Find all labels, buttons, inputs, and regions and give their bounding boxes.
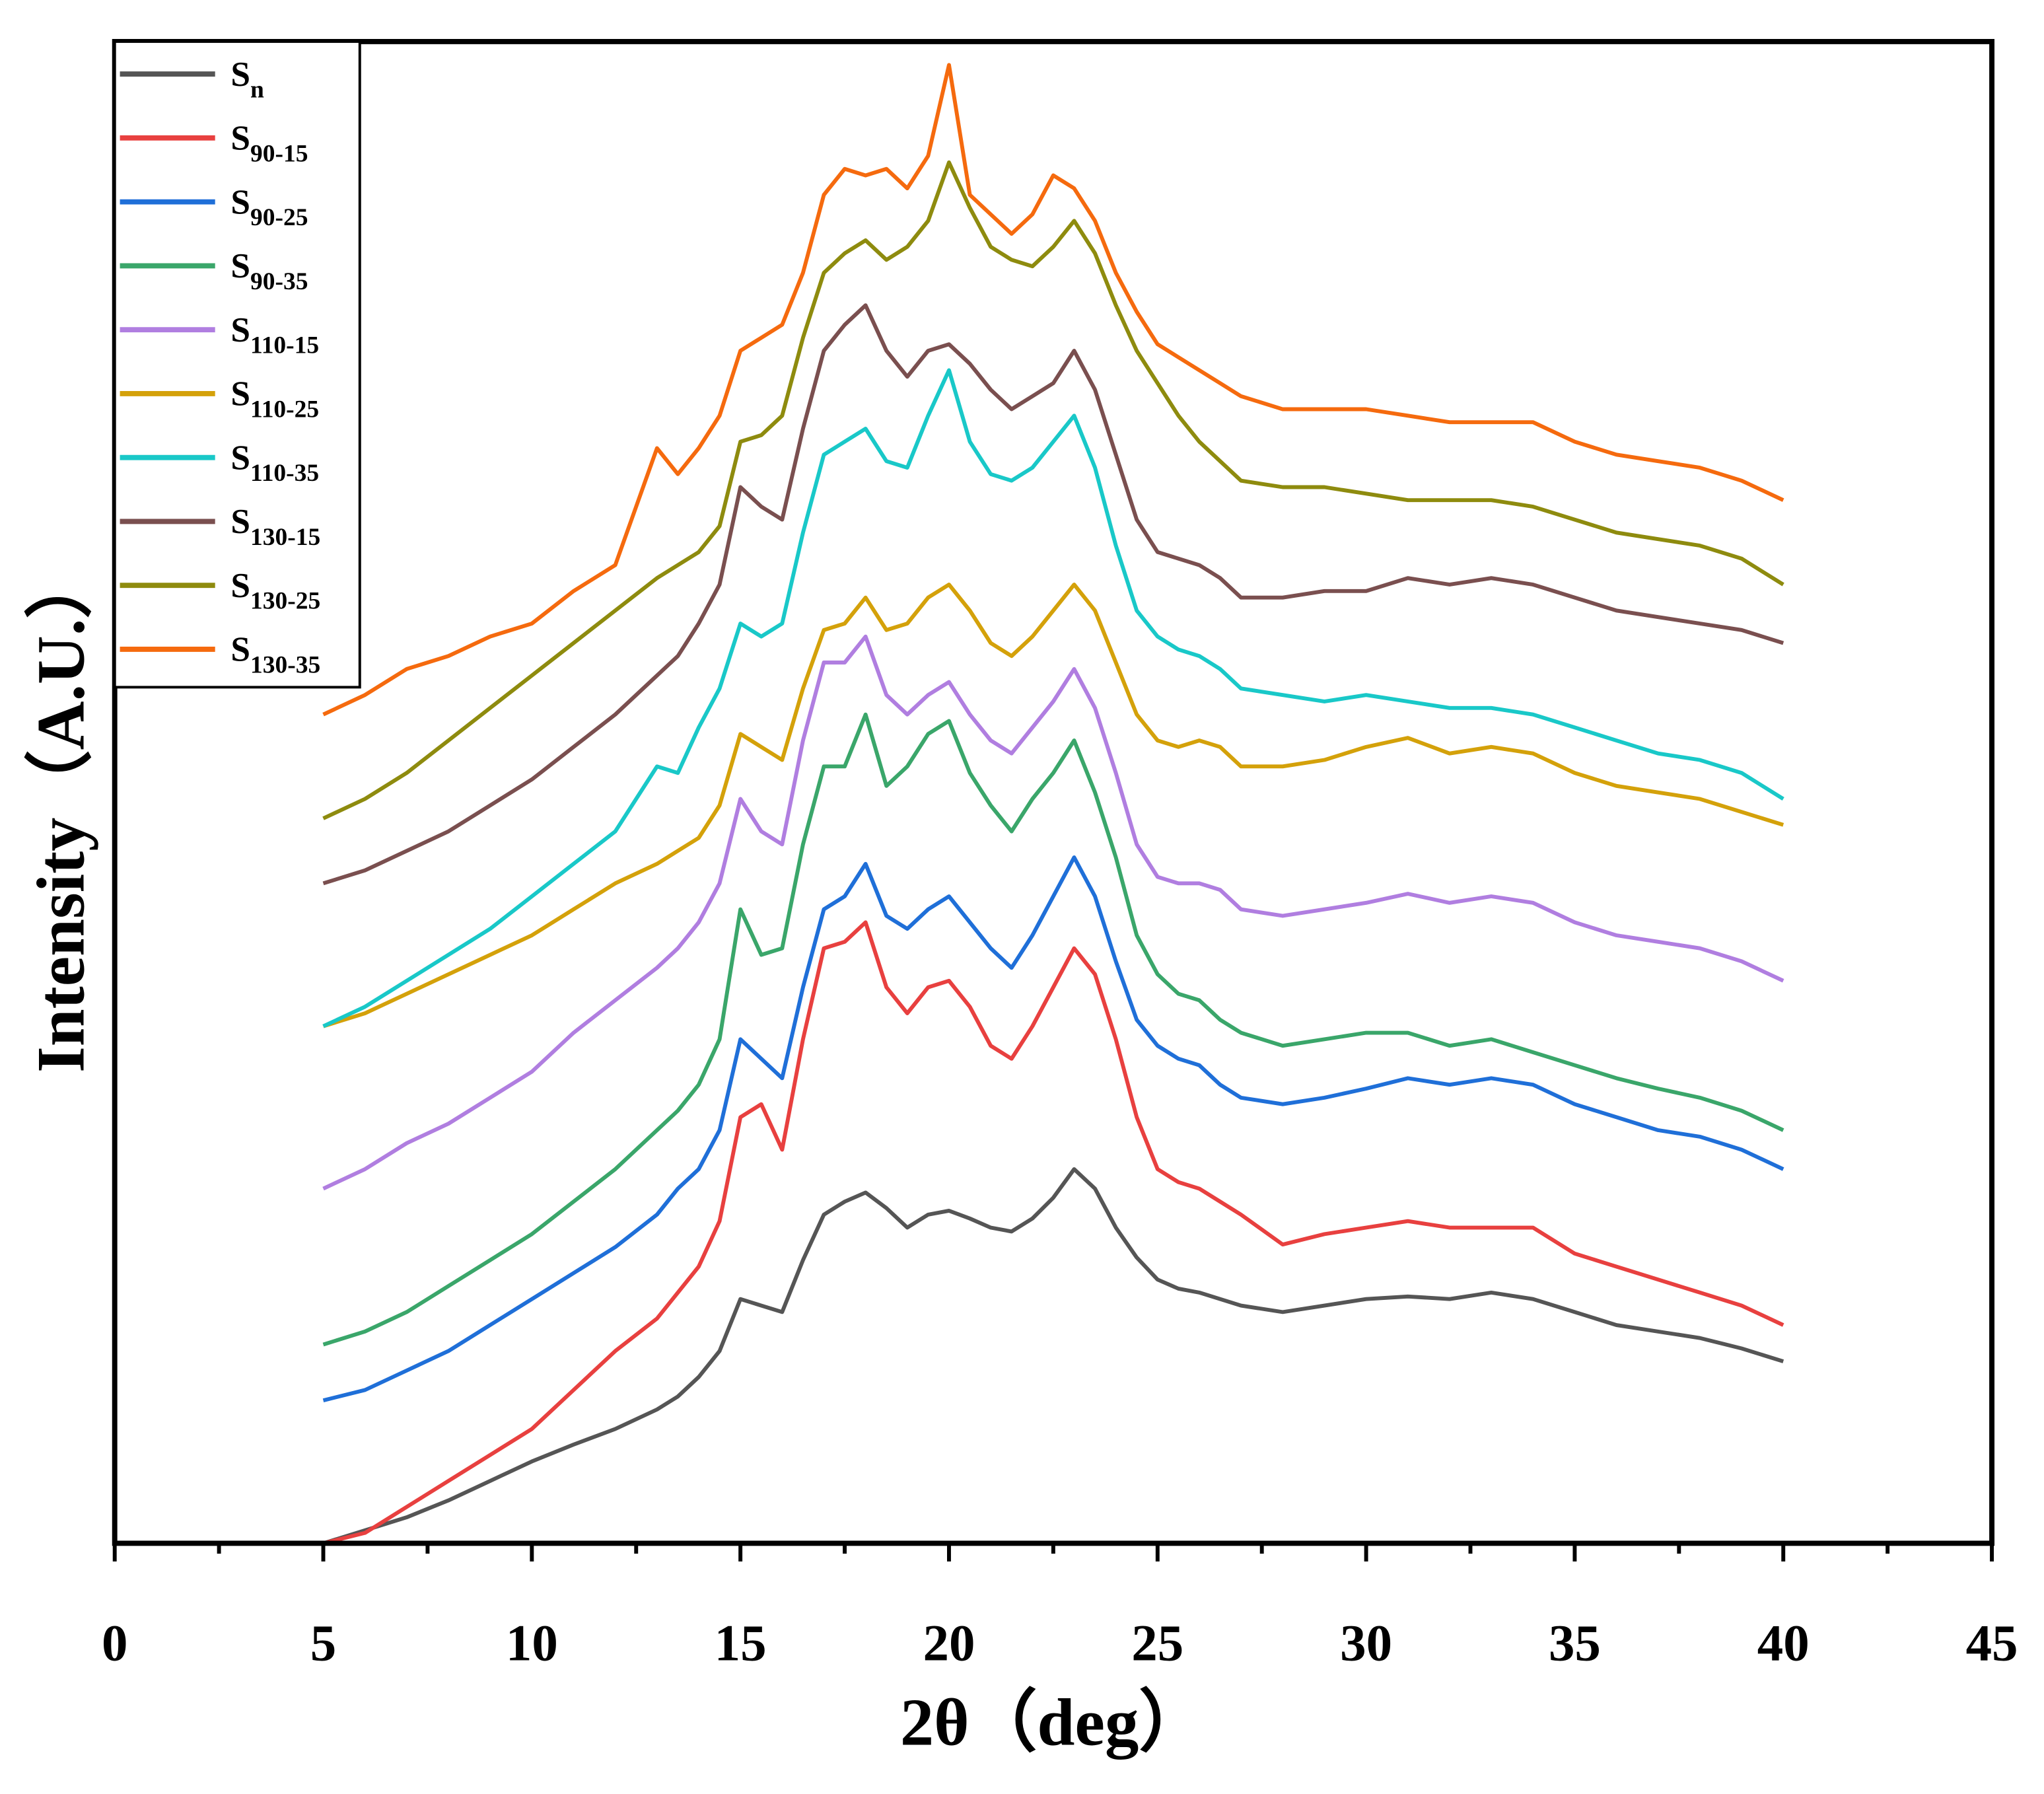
legend: Sn S90-15 S90-25 S90-35 S110-15 S110-25 S110-3… xyxy=(113,40,361,689)
data-line xyxy=(322,583,1784,1028)
legend-label: S90-35 xyxy=(230,246,308,295)
x-tick-label: 35 xyxy=(1549,1615,1601,1672)
legend-label: S130-35 xyxy=(230,630,320,679)
x-tick-label: 15 xyxy=(715,1615,767,1672)
data-line xyxy=(322,303,1784,886)
data-line xyxy=(322,712,1784,1347)
legend-label: Sn xyxy=(230,55,264,104)
x-tick-label: 0 xyxy=(102,1615,127,1672)
legend-label: S90-25 xyxy=(230,182,308,231)
x-tick-label: 40 xyxy=(1757,1615,1810,1672)
x-tick-label: 20 xyxy=(923,1615,975,1672)
legend-label: S130-25 xyxy=(230,566,320,615)
legend-box xyxy=(113,40,361,689)
y-axis-label: Intensity（A.U.） xyxy=(24,551,98,1073)
data-line xyxy=(322,920,1784,1546)
data-line xyxy=(322,634,1784,1191)
x-tick-label: 25 xyxy=(1131,1615,1183,1672)
x-tick-label: 30 xyxy=(1340,1615,1392,1672)
legend-label: S110-15 xyxy=(230,310,319,359)
data-line xyxy=(322,368,1784,1028)
legend-label: S110-25 xyxy=(230,375,319,423)
data-line xyxy=(322,1167,1784,1546)
x-tick-label: 10 xyxy=(506,1615,558,1672)
data-line xyxy=(322,160,1784,820)
data-line xyxy=(322,855,1784,1402)
legend-label: S90-15 xyxy=(230,119,308,168)
legend-label: S130-15 xyxy=(230,502,320,551)
x-tick-label: 5 xyxy=(310,1615,336,1672)
x-tick-label: 45 xyxy=(1966,1615,2018,1672)
data-line xyxy=(322,63,1784,717)
legend-label: S110-35 xyxy=(230,438,319,487)
x-axis-label: 2θ（deg） xyxy=(900,1685,1207,1760)
